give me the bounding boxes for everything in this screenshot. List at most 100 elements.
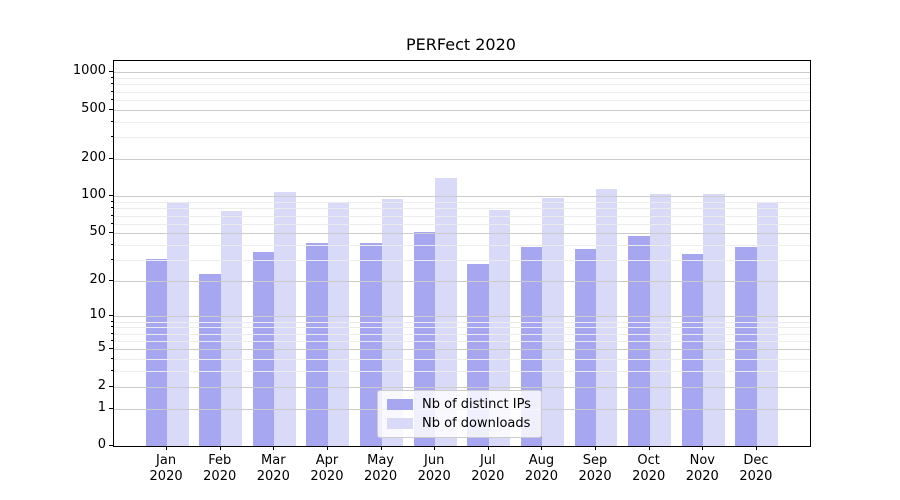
x-tick-label: Dec 2020 bbox=[724, 453, 788, 485]
gridline-major bbox=[114, 386, 810, 388]
gridline-minor bbox=[114, 223, 810, 225]
bar-distinct-ips-apr bbox=[306, 242, 328, 446]
gridline-minor bbox=[114, 260, 810, 262]
y-tick-mark bbox=[109, 445, 113, 446]
x-tick-mark bbox=[541, 446, 543, 450]
x-tick-mark bbox=[755, 446, 757, 450]
y-tick-label: 5 bbox=[97, 340, 106, 356]
x-tick-label: Feb 2020 bbox=[188, 453, 252, 485]
bar-distinct-ips-feb bbox=[199, 274, 221, 446]
y-minor-tick-mark bbox=[111, 320, 113, 322]
x-tick-label: Jun 2020 bbox=[402, 453, 466, 485]
x-tick-mark bbox=[434, 446, 436, 450]
plot-area bbox=[113, 60, 811, 447]
gridline-minor bbox=[114, 333, 810, 335]
legend: Nb of distinct IPs Nb of downloads bbox=[377, 390, 542, 438]
gridline-minor bbox=[114, 245, 810, 247]
bar-downloads-dec bbox=[756, 203, 779, 446]
gridline-minor bbox=[114, 91, 810, 93]
legend-item-distinct-ips: Nb of distinct IPs bbox=[387, 397, 531, 412]
y-minor-tick-mark bbox=[111, 83, 113, 85]
y-minor-tick-mark bbox=[111, 214, 113, 216]
x-tick-mark bbox=[702, 446, 704, 450]
y-tick-mark bbox=[109, 232, 113, 234]
y-minor-tick-mark bbox=[111, 207, 113, 209]
y-minor-tick-mark bbox=[111, 136, 113, 138]
bar-downloads-nov bbox=[703, 193, 725, 446]
gridline-major bbox=[114, 281, 810, 283]
y-tick-mark bbox=[109, 280, 113, 282]
y-tick-label: 2 bbox=[97, 377, 106, 393]
x-tick-label-month: May bbox=[367, 453, 394, 468]
legend-label-distinct-ips: Nb of distinct IPs bbox=[422, 397, 531, 412]
gridline-minor bbox=[114, 137, 810, 139]
x-tick-mark bbox=[487, 446, 489, 450]
x-tick-label-year: 2020 bbox=[149, 469, 183, 484]
x-tick-label: Nov 2020 bbox=[670, 453, 734, 485]
y-minor-tick-mark bbox=[111, 120, 113, 122]
y-minor-tick-mark bbox=[111, 370, 113, 372]
x-tick-label-month: Feb bbox=[208, 453, 232, 468]
y-tick-label: 200 bbox=[81, 150, 106, 166]
x-tick-label-year: 2020 bbox=[310, 469, 344, 484]
gridline-minor bbox=[114, 121, 810, 123]
x-tick-label-month: Sep bbox=[582, 453, 608, 468]
gridline-minor bbox=[114, 340, 810, 342]
x-tick-label-year: 2020 bbox=[471, 469, 505, 484]
bar-downloads-feb bbox=[220, 211, 243, 446]
y-tick-mark bbox=[109, 315, 113, 317]
x-tick-label-month: Oct bbox=[637, 453, 660, 468]
x-tick-label-year: 2020 bbox=[578, 469, 612, 484]
x-tick-label-month: Jan bbox=[156, 453, 177, 468]
legend-item-downloads: Nb of downloads bbox=[387, 416, 531, 431]
y-tick-label: 1 bbox=[97, 399, 106, 415]
x-tick-label-year: 2020 bbox=[632, 469, 666, 484]
y-tick-label: 10 bbox=[89, 307, 106, 323]
legend-swatch-distinct-ips bbox=[387, 399, 413, 410]
x-tick-label-year: 2020 bbox=[364, 469, 398, 484]
gridline-minor bbox=[114, 327, 810, 329]
y-minor-tick-mark bbox=[111, 259, 113, 261]
x-tick-label-year: 2020 bbox=[203, 469, 237, 484]
gridline-minor bbox=[114, 358, 810, 360]
x-tick-label: Oct 2020 bbox=[617, 453, 681, 485]
y-minor-tick-mark bbox=[111, 90, 113, 92]
y-tick-mark bbox=[109, 195, 113, 197]
x-tick-mark bbox=[326, 446, 328, 450]
gridline-major bbox=[114, 109, 810, 111]
x-tick-label-month: Mar bbox=[261, 453, 286, 468]
y-tick-mark bbox=[109, 348, 113, 350]
x-tick-mark bbox=[648, 446, 650, 450]
x-tick-label-year: 2020 bbox=[417, 469, 451, 484]
bar-downloads-jun bbox=[435, 177, 457, 446]
gridline-minor bbox=[114, 100, 810, 102]
y-tick-label: 50 bbox=[89, 224, 106, 240]
y-tick-mark bbox=[109, 158, 113, 160]
y-tick-label: 0 bbox=[97, 437, 106, 452]
gridline-minor bbox=[114, 215, 810, 217]
x-tick-mark bbox=[219, 446, 221, 450]
y-tick-label: 100 bbox=[81, 187, 106, 203]
x-tick-label-year: 2020 bbox=[524, 469, 558, 484]
x-tick-mark bbox=[273, 446, 275, 450]
y-tick-label: 1000 bbox=[72, 63, 106, 79]
bar-downloads-apr bbox=[327, 203, 350, 446]
gridline-major bbox=[114, 349, 810, 351]
x-tick-label-month: Aug bbox=[528, 453, 555, 468]
y-minor-tick-mark bbox=[111, 332, 113, 334]
x-tick-label: Aug 2020 bbox=[509, 453, 573, 485]
y-minor-tick-mark bbox=[111, 339, 113, 341]
y-tick-mark bbox=[109, 108, 113, 110]
y-minor-tick-mark bbox=[111, 77, 113, 79]
gridline-minor bbox=[114, 84, 810, 86]
x-tick-label-month: Jul bbox=[479, 453, 496, 468]
x-tick-label-month: Apr bbox=[315, 453, 339, 468]
gridline-major bbox=[114, 196, 810, 198]
y-tick-mark bbox=[109, 385, 113, 387]
y-minor-tick-mark bbox=[111, 201, 113, 203]
y-minor-tick-mark bbox=[111, 222, 113, 224]
bar-distinct-ips-jan bbox=[145, 258, 168, 446]
x-tick-label: Jul 2020 bbox=[456, 453, 520, 485]
chart-title: PERFect 2020 bbox=[406, 35, 516, 54]
